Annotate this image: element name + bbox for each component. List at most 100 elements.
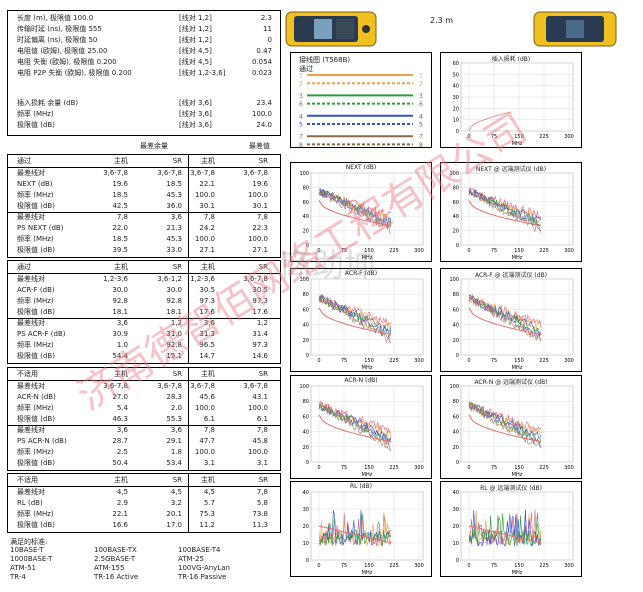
row-value: 33.0 xyxy=(166,246,182,254)
table-header: 通过 主机 SR 主机 SR xyxy=(8,263,280,272)
summary-row: 长度 (m), 极限值 100.0 [线对 1,2] 2.3 xyxy=(8,14,280,23)
row-value: 2.5 xyxy=(116,448,128,456)
wiremap-pin-label: 2 xyxy=(419,81,423,88)
table-row: 极限值 (dB) 54.4 15.1 14.7 14.6 xyxy=(8,352,280,361)
table-row: NEXT (dB) 19.6 18.5 22.1 19.6 xyxy=(8,180,280,189)
row-value: 4,5 xyxy=(116,488,128,496)
row-value: 11.2 xyxy=(199,521,215,529)
y-tick-label: 40 xyxy=(453,430,459,436)
x-tick-label: 75 xyxy=(491,563,497,569)
y-tick-label: 60 xyxy=(303,307,309,313)
row-value: 30.0 xyxy=(112,286,128,294)
measurement-trace xyxy=(468,188,542,234)
summary-row: 频率 (MHz) [线对 3,6] 100.0 xyxy=(8,110,280,119)
y-tick-label: 60 xyxy=(453,200,459,206)
summary-pair: [线对 3,6] xyxy=(179,110,212,118)
limit-line xyxy=(318,200,392,227)
table-header: 通过 主机 SR 主机 SR xyxy=(8,157,280,166)
row-value: 3,6-7,8 xyxy=(103,382,128,390)
results-table: 通过 主机 SR 主机 SR 最差线对 1,2-3,6 3,6-1,2 1,2-3,6 3,6-7… xyxy=(7,260,281,364)
x-tick-label: 300 xyxy=(414,358,424,364)
wiremap-pin-label: 6 xyxy=(299,101,303,108)
table-row: 最差线对 3,6-7,8 3,6-7,8 3,6-7,8 3,6-7,8 xyxy=(8,169,280,178)
row-label: 极限值 (dB) xyxy=(17,308,55,316)
x-tick-label: 75 xyxy=(341,358,347,364)
x-tick-label: 300 xyxy=(414,465,424,471)
y-tick-label: 0 xyxy=(456,353,459,359)
row-label: 最差线对 xyxy=(17,169,45,177)
row-label: 极限值 (dB) xyxy=(17,521,55,529)
row-value: 27.1 xyxy=(199,246,215,254)
row-value: 47.7 xyxy=(199,437,215,445)
standard-item: 10BASE-T xyxy=(10,546,44,554)
row-value: 19.6 xyxy=(252,180,268,188)
table-col-header: SR xyxy=(172,370,182,378)
measurement-trace xyxy=(468,509,542,548)
row-label: ACR-F (dB) xyxy=(17,286,55,294)
y-tick-label: 40 xyxy=(453,323,459,329)
row-value: 31.3 xyxy=(199,330,215,338)
y-tick-label: 20 xyxy=(303,338,309,344)
y-tick-label: 80 xyxy=(453,292,459,298)
summary-row: 电阻值 (欧姆), 极限值 25.00 [线对 4,5] 0.47 xyxy=(8,47,280,56)
row-value: 3,6-7,8 xyxy=(190,382,215,390)
x-tick-label: 300 xyxy=(564,358,574,364)
row-label: PS NEXT (dB) xyxy=(17,224,64,232)
summary-label: 频率 (MHz) xyxy=(17,110,54,118)
row-value: 27.1 xyxy=(252,246,268,254)
row-value: 100.0 xyxy=(247,235,268,243)
row-value: 50.4 xyxy=(112,459,128,467)
row-value: 1,2 xyxy=(170,319,182,327)
row-label: 频率 (MHz) xyxy=(17,341,54,349)
row-label: 极限值 (dB) xyxy=(17,415,55,423)
y-tick-label: 10 xyxy=(453,118,459,124)
table-row: 频率 (MHz) 18.5 45.3 100.0 100.0 xyxy=(8,235,280,244)
row-value: 21.3 xyxy=(166,224,182,232)
x-tick-label: 300 xyxy=(564,563,574,569)
row-value: 15.1 xyxy=(166,352,182,360)
table-status: 不适用 xyxy=(17,476,38,484)
standard-item: ATM-25 xyxy=(178,555,204,563)
row-value: 3,6-7,8 xyxy=(103,169,128,177)
row-value: 3.1 xyxy=(256,459,268,467)
x-tick-label: 150 xyxy=(364,248,374,254)
row-value: 7,8 xyxy=(256,488,268,496)
standards-title: 满足的标准: xyxy=(10,538,48,546)
row-value: 28.3 xyxy=(166,393,182,401)
column-divider xyxy=(188,368,189,470)
y-tick-label: 0 xyxy=(456,129,459,135)
row-value: 17.0 xyxy=(166,521,182,529)
y-tick-label: 0 xyxy=(306,243,309,249)
measurement-trace xyxy=(468,295,542,342)
standard-item: ATM-155 xyxy=(94,564,125,572)
row-value: 24.2 xyxy=(199,224,215,232)
row-value: 4,5 xyxy=(203,488,215,496)
row-value: 100.0 xyxy=(247,404,268,412)
summary-row: 电阻 失衡 (欧姆), 极限值 0.200 [线对 4,5] 0.054 xyxy=(8,58,280,67)
y-tick-label: 40 xyxy=(453,84,459,90)
standard-item: TR-16 Active xyxy=(94,573,139,581)
measurement-trace xyxy=(318,404,392,452)
wiremap-diagram: 1122336644557788SS xyxy=(299,73,423,148)
x-axis-label: MHz xyxy=(512,472,523,478)
standard-item: ATM-51 xyxy=(10,564,36,572)
row-label: 极限值 (dB) xyxy=(17,352,55,360)
measurement-trace xyxy=(468,186,542,223)
table-row: 频率 (MHz) 92.8 92.8 97.3 97.3 xyxy=(8,297,280,306)
table-status: 不适用 xyxy=(17,370,38,378)
row-value: 18.1 xyxy=(166,308,182,316)
wiremap-title: 接线图 (T568B) xyxy=(299,56,351,64)
summary-pair: [线对 1,2-3,6] xyxy=(179,69,226,77)
measurement-trace xyxy=(468,510,542,547)
table-header: 不适用 主机 SR 主机 SR xyxy=(8,370,280,379)
table-row: 最差线对 1,2-3,6 3,6-1,2 1,2-3,6 3,6-7,8 xyxy=(8,275,280,284)
row-value: 31.0 xyxy=(166,330,182,338)
table-col-header: SR xyxy=(172,263,182,271)
chart-title: ACR-F @ 远端测试仪 (dB) xyxy=(474,272,548,279)
x-axis-label: MHz xyxy=(512,255,523,261)
row-value: 46.3 xyxy=(112,415,128,423)
table-row: 极限值 (dB) 39.5 33.0 27.1 27.1 xyxy=(8,246,280,255)
row-value: 36.0 xyxy=(166,202,182,210)
wiremap-pin-label: 6 xyxy=(419,101,423,108)
x-tick-label: 0 xyxy=(467,248,470,254)
